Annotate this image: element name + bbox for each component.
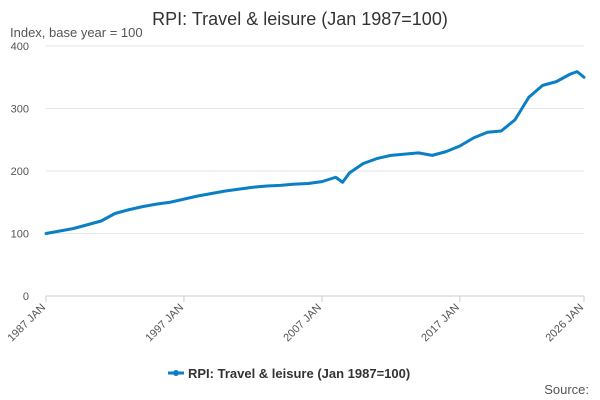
x-tick-label: 2017 JAN [419, 302, 462, 345]
legend-item-label[interactable]: RPI: Travel & leisure (Jan 1987=100) [188, 366, 410, 381]
x-tick-label: 1987 JAN [5, 302, 48, 345]
y-tick-label: 100 [11, 229, 29, 241]
x-tick-label: 2026 JAN [543, 302, 586, 345]
y-tick-label: 200 [11, 166, 29, 178]
series-group [44, 70, 586, 235]
y-tick-label: 300 [11, 104, 29, 116]
series-line [44, 70, 586, 235]
y-axis-label: Index, base year = 100 [10, 25, 143, 40]
source-label[interactable]: Source: [544, 382, 589, 397]
y-axis-ticks: 0 100 200 300 400 [11, 41, 29, 303]
chart-title: RPI: Travel & leisure (Jan 1987=100) [152, 9, 448, 29]
gridlines [46, 45, 584, 234]
y-tick-label: 400 [11, 41, 29, 53]
x-tick-label: 1997 JAN [143, 302, 186, 345]
y-tick-label: 0 [23, 291, 29, 303]
x-tick-label: 2007 JAN [281, 302, 324, 345]
legend[interactable]: RPI: Travel & leisure (Jan 1987=100) [168, 366, 410, 381]
legend-swatch-marker [173, 370, 179, 376]
x-axis: 1987 JAN 1997 JAN 2007 JAN 2017 JAN 2026 JAN [5, 295, 586, 345]
